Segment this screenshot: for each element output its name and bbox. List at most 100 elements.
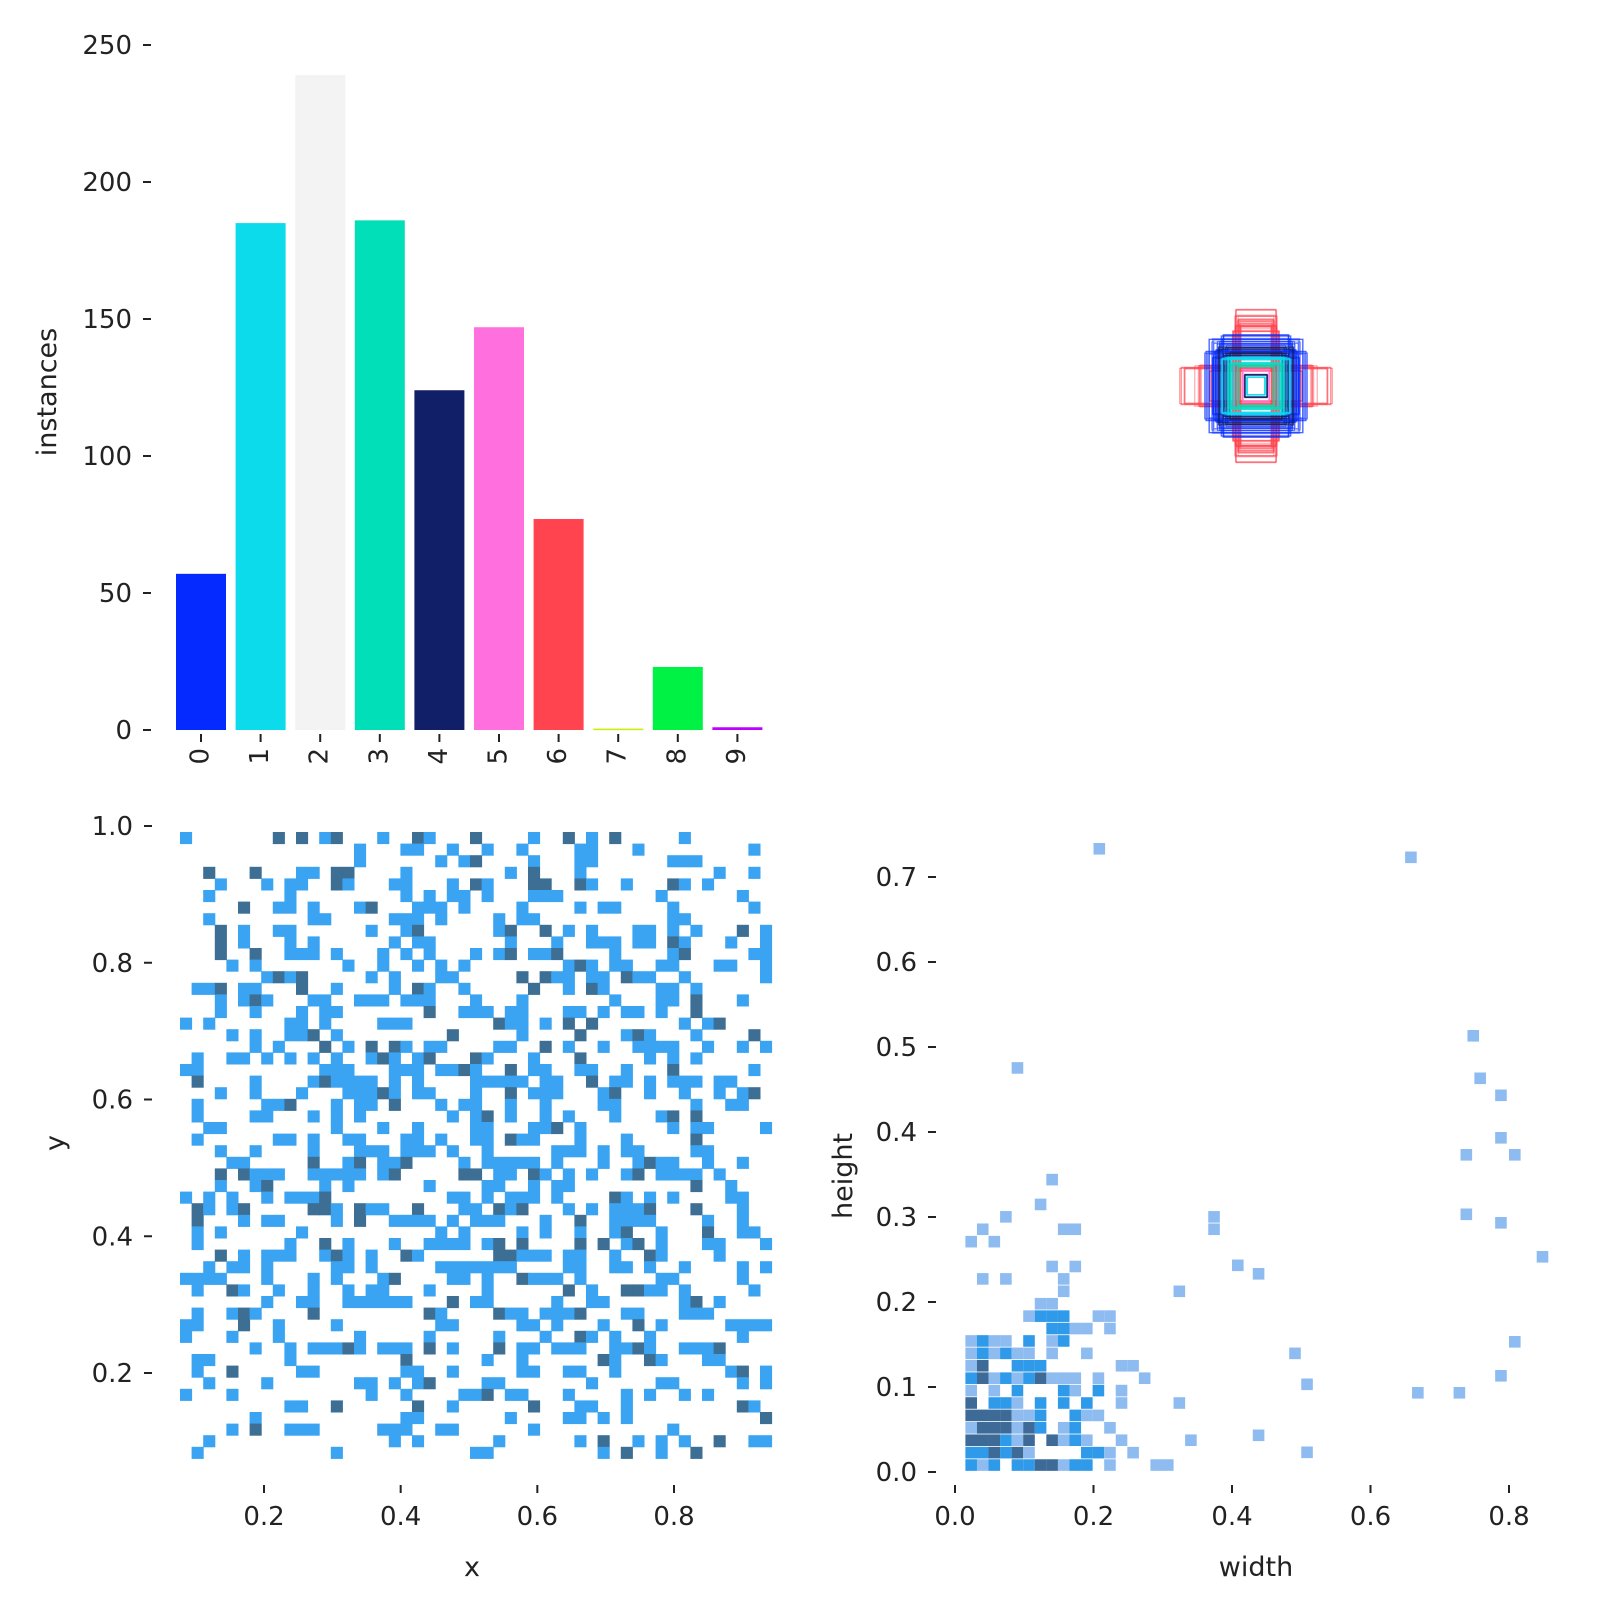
xy-heat-cell [620, 1145, 633, 1158]
xy-heat-cell [319, 994, 332, 1007]
xy-heat-cell [574, 1272, 587, 1285]
xy-heat-cell [678, 1017, 691, 1030]
xy-heat-cell [400, 948, 413, 961]
xy-heat-cell [400, 1388, 413, 1401]
xy-heat-cell [528, 1122, 541, 1135]
xy-heat-cell [655, 1040, 668, 1053]
bar-chart-panel: 0 50 100 150 200 250 0 1 2 3 4 5 6 7 8 9 instances [32, 31, 763, 765]
xy-heat-cell [261, 1168, 274, 1181]
xy-heat-cell [620, 1238, 633, 1251]
xy-heat-cell [528, 982, 541, 995]
xy-heat-cell [470, 994, 483, 1007]
xy-heat-cell [435, 1238, 448, 1251]
xy-heat-cell [191, 1238, 204, 1251]
xy-heat-cell [620, 971, 633, 984]
xy-heat-cell [435, 1307, 448, 1320]
xy-heat-cell [249, 866, 262, 879]
xy-heat-cell [446, 971, 459, 984]
xy-heat-cell [528, 855, 541, 868]
xy-heat-cell [226, 1191, 239, 1204]
xy-heat-cell [667, 1423, 680, 1436]
wh-heat-cell [976, 1335, 989, 1347]
xy-heat-cell [644, 971, 657, 984]
xy-heat-cell [516, 1029, 529, 1042]
xy-heat-cell [319, 832, 332, 845]
label-box [1246, 376, 1266, 396]
xy-heat-cell [574, 1435, 587, 1448]
xy-heat-cell [504, 1307, 517, 1320]
xy-heat-cell [528, 832, 541, 845]
xy-heat-cell [261, 1098, 274, 1111]
xy-heat-cell [412, 936, 425, 949]
xy-heat-cell [644, 1214, 657, 1227]
wh-heat-cell [1000, 1273, 1012, 1285]
xy-heat-cell [377, 1017, 390, 1030]
xy-heat-cell [702, 1156, 715, 1169]
xy-heat-cell [412, 901, 425, 914]
xy-heat-cell [296, 832, 309, 845]
wh-heat-cell [1023, 1446, 1035, 1459]
xy-heat-cell [690, 1446, 703, 1459]
xy-heat-cell [481, 1388, 494, 1401]
xy-heat-cell [354, 855, 367, 868]
xy-heat-cell [620, 1191, 633, 1204]
xy-heat-cell [470, 1214, 483, 1227]
xy-heat-cell [412, 982, 425, 995]
wh-heat-cell [1011, 1459, 1024, 1471]
wh-heat-cell [1069, 1223, 1082, 1236]
xy-heat-cell [470, 1064, 483, 1077]
xy-heat-cell [736, 1098, 749, 1111]
xy-heat-cell [284, 1017, 297, 1030]
xy-heat-cell [342, 1249, 355, 1262]
xy-heat-cell [760, 1040, 773, 1053]
xy-heat-cell [586, 1296, 599, 1309]
xy-heat-cell [446, 1261, 459, 1274]
bar-y-axis-label: instances [32, 328, 63, 456]
xy-heat-cell [319, 1040, 332, 1053]
xy-heat-cell [319, 1006, 332, 1019]
xy-heat-cell [562, 1261, 575, 1274]
xy-heat-cell [574, 1261, 587, 1274]
xy-heat-cell [191, 1319, 204, 1332]
xy-heat-cell [423, 1087, 436, 1100]
bar-y-tick-label: 250 [82, 31, 132, 61]
xy-heat-cell [435, 959, 448, 972]
xy-heat-cell [296, 1029, 309, 1042]
xy-heat-cell [632, 936, 645, 949]
xy-heat-cell [644, 1087, 657, 1100]
xy-heat-cell [458, 1064, 471, 1077]
xy-heat-cell [191, 1354, 204, 1367]
xy-heat-cell [412, 1133, 425, 1146]
xy-heat-cell [562, 924, 575, 937]
xy-heat-cell [203, 1203, 216, 1216]
wh-heat-cell [1069, 1434, 1082, 1447]
xy-heat-cell [760, 936, 773, 949]
xy-heat-cell [528, 1272, 541, 1285]
xy-heat-cell [377, 959, 390, 972]
xy-heat-cell [574, 1122, 587, 1135]
xy-heat-cell [458, 1156, 471, 1169]
xy-heat-cell [330, 948, 343, 961]
xy-heat-cell [481, 1296, 494, 1309]
label-box [1180, 366, 1332, 406]
bar-0 [176, 573, 226, 730]
xy-heat-cell [678, 1261, 691, 1274]
xy-heat-cell [562, 1284, 575, 1297]
wh-heat-cell [965, 1347, 977, 1360]
xy-heat-cell [203, 1261, 216, 1274]
xy-heat-cell [609, 1191, 622, 1204]
xy-heat-cell [620, 1168, 633, 1181]
xy-heat-cell [632, 1342, 645, 1355]
xy-heat-cell [551, 1087, 564, 1100]
xy-heat-cell [516, 1342, 529, 1355]
xy-heat-cell [574, 1238, 587, 1251]
xy-heat-cell [493, 1377, 506, 1390]
label-box [1219, 347, 1293, 425]
xy-heat-cell [586, 1400, 599, 1413]
xy-heat-cell [609, 936, 622, 949]
xy-heat-cell [655, 1226, 668, 1239]
xy-heat-cell [655, 982, 668, 995]
wh-heat-cell [1000, 1397, 1012, 1409]
xy-heat-cell [319, 1180, 332, 1193]
xy-heat-cell [667, 855, 680, 868]
